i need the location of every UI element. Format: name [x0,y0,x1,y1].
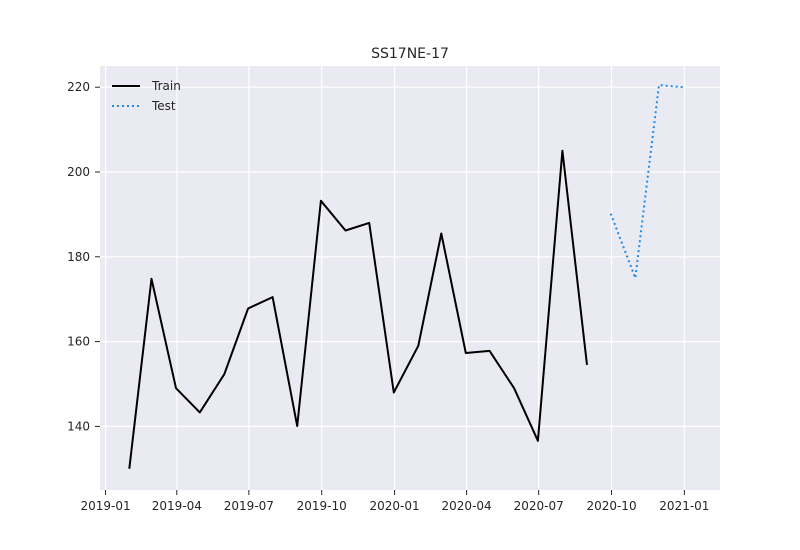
x-tick-label: 2019-10 [297,499,347,513]
chart-title: SS17NE-17 [371,46,449,62]
y-axis-ticks: 140 160 180 200 220 [67,80,100,433]
x-tick-label: 2019-01 [80,499,130,513]
y-tick-label: 200 [67,165,90,179]
series-line-test [609,84,684,279]
series-line-train [128,149,588,469]
legend-label-test: Test [151,99,176,113]
y-tick-label: 180 [67,250,90,264]
x-tick-label: 2020-01 [369,499,419,513]
grid [100,66,720,490]
x-tick-label: 2019-04 [152,499,202,513]
legend-label-train: Train [151,79,181,93]
x-tick-label: 2020-10 [586,499,636,513]
y-tick-label: 220 [67,80,90,94]
x-tick-label: 2020-04 [442,499,492,513]
x-tick-label: 2019-07 [224,499,274,513]
y-tick-label: 160 [67,335,90,349]
y-tick-label: 140 [67,419,90,433]
x-tick-label: 2021-01 [659,499,709,513]
legend: Train Test [112,79,181,113]
x-axis-ticks: 2019-01 2019-04 2019-07 2019-10 2020-01 2020-… [80,490,709,513]
x-tick-label: 2020-07 [514,499,564,513]
series-layer [128,84,684,469]
plot-background [100,66,720,490]
